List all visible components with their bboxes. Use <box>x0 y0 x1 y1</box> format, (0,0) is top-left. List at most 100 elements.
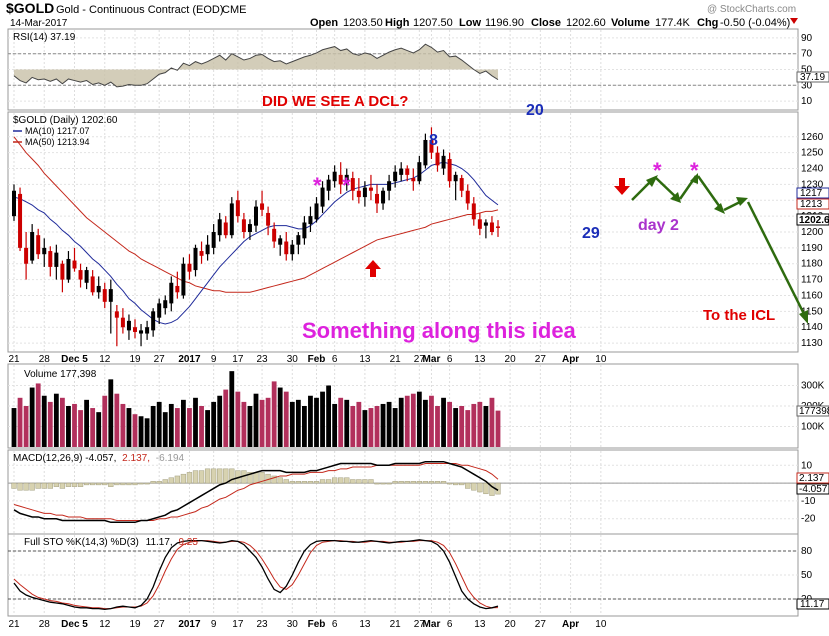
macd-hist-bar-9 <box>65 482 72 487</box>
macd-hist-bar-68 <box>422 481 429 484</box>
candle-body-46 <box>290 244 295 255</box>
candle-body-52 <box>326 179 331 191</box>
x-tick-label-20-1: 27 <box>535 619 547 630</box>
macd-hist-bar-12 <box>83 482 90 486</box>
candle-34 <box>217 212 222 242</box>
macd-hist-bar-64 <box>398 481 404 484</box>
macd-hist-bar-51 <box>319 479 326 484</box>
chart-date: 14-Mar-2017 <box>10 18 68 29</box>
macd-hist-bar-7 <box>53 482 60 487</box>
volume-bar-30 <box>193 397 198 447</box>
macd-hist-bar-52 <box>325 479 332 484</box>
symbol: $GOLD <box>6 0 54 16</box>
macd-hist-bar-62 <box>386 482 392 485</box>
arrowhead-2 <box>670 192 681 203</box>
x-tick-label-20-0: 27 <box>535 354 547 365</box>
candle-body-61 <box>381 190 386 204</box>
candle-50 <box>314 197 319 223</box>
candle-47 <box>296 232 301 255</box>
macd-hist-bar-50 <box>313 481 320 484</box>
macd-hist-bar-6 <box>47 482 53 489</box>
to-icl-annotation: To the ICL <box>703 307 775 324</box>
candle-63 <box>393 165 398 188</box>
candle-38 <box>241 212 246 239</box>
candle-body-10 <box>72 260 77 269</box>
candle-body-68 <box>423 139 428 166</box>
candle-16 <box>108 279 113 334</box>
macd-hist-bar-70 <box>434 481 441 484</box>
candle-76 <box>471 197 476 226</box>
macd-hist-bar-73 <box>453 482 459 486</box>
candle-12 <box>84 266 89 290</box>
macd-hist-bar-71 <box>440 481 447 484</box>
volume-bar-64 <box>398 397 404 447</box>
macd-hist-bar-15 <box>102 482 108 486</box>
candle-body-32 <box>205 244 210 255</box>
candle-70 <box>435 146 440 172</box>
watermark: @ StockCharts.com <box>707 4 796 15</box>
star-marker-4: * <box>690 158 699 183</box>
volume-bar-75 <box>465 410 471 447</box>
volume-bar-52 <box>326 385 331 447</box>
candle-body-58 <box>362 187 367 198</box>
candle-body-72 <box>447 159 452 182</box>
candle-body-60 <box>375 193 379 204</box>
sto-label-k: 11.17, <box>146 537 173 548</box>
volume-bar-28 <box>181 399 186 447</box>
x-tick-label-1-0: 28 <box>39 354 51 365</box>
volume-bar-3 <box>29 387 35 447</box>
x-tick-label-2-0: Dec 5 <box>61 354 88 365</box>
x-tick-label-1-1: 28 <box>39 619 51 630</box>
ma50-line <box>13 136 499 293</box>
candle-body-29 <box>187 263 192 272</box>
candle-body-16 <box>108 289 113 302</box>
x-tick-label-7-1: 9 <box>211 619 217 630</box>
candle-3 <box>30 224 35 264</box>
macd-hist-bar-54 <box>338 477 344 484</box>
volume-bar-48 <box>302 406 307 447</box>
candle-body-63 <box>393 171 398 182</box>
candle-4 <box>36 228 41 259</box>
macd-hist-bar-63 <box>392 481 398 484</box>
macd-hist-bar-24 <box>156 481 162 484</box>
candle-body-73 <box>453 174 458 182</box>
candle-18 <box>120 308 125 334</box>
volume-bar-27 <box>174 408 180 447</box>
candle-0 <box>12 184 16 221</box>
volume-last-badge: 177398 <box>799 406 829 417</box>
candle-79 <box>489 216 494 236</box>
candle-37 <box>235 190 240 223</box>
macd-hist-bar-67 <box>416 481 423 484</box>
volume-bar-12 <box>84 399 89 447</box>
candle-body-26 <box>169 282 174 304</box>
projection-arrowheads <box>646 173 808 324</box>
close-badge: 1202.6 <box>799 215 829 226</box>
sto-y-tick-1: 50 <box>801 570 813 581</box>
candle-body-12 <box>84 270 89 283</box>
macd-hist-bar-29 <box>186 472 193 484</box>
macd-hist-bar-19 <box>126 482 132 486</box>
candle-59 <box>368 174 373 201</box>
candle-54 <box>338 162 343 194</box>
volume-bar-39 <box>247 406 253 447</box>
macd-hist-bar-13 <box>90 482 96 486</box>
candle-body-7 <box>54 252 59 267</box>
rsi-fill <box>14 44 498 87</box>
macd-hist-bar-79 <box>489 482 495 496</box>
volume-bar-60 <box>374 406 380 447</box>
candle-body-19 <box>126 320 131 331</box>
cycle-count-29: 29 <box>582 225 600 242</box>
star-marker-2: * <box>342 173 351 198</box>
candle-53 <box>332 165 337 188</box>
candle-68 <box>423 133 428 169</box>
macd-signal-line <box>13 462 499 522</box>
ma10-line <box>13 161 499 325</box>
volume-layer <box>11 371 501 447</box>
volume-bar-13 <box>90 408 96 447</box>
volume-bar-72 <box>447 401 452 447</box>
candle-80 <box>496 220 500 237</box>
price-y-tick-6: 1200 <box>801 227 824 238</box>
candle-body-78 <box>483 222 488 226</box>
volume-y-tick-2: 100K <box>801 422 825 433</box>
macd-hist-bar-60 <box>374 482 380 485</box>
